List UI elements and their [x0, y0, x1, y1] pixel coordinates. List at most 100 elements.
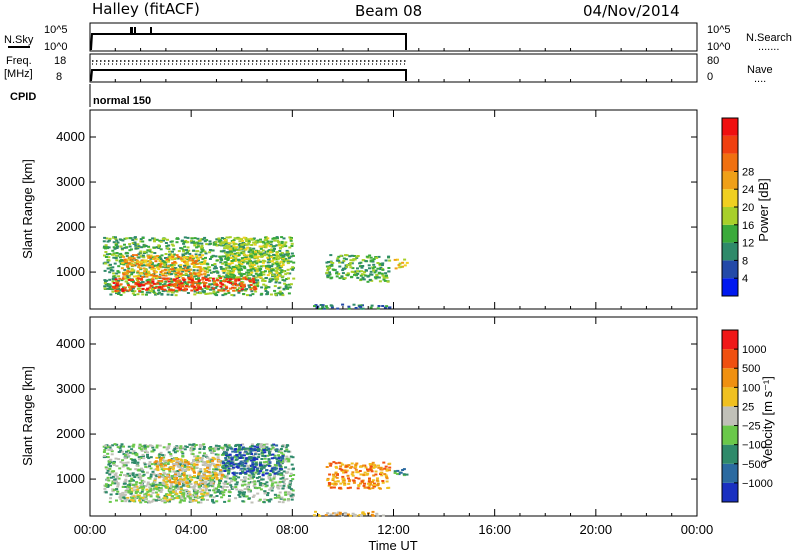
range-cell: [235, 276, 239, 279]
range-cell: [157, 280, 161, 282]
range-cell: [192, 285, 196, 288]
range-cell: [223, 489, 227, 492]
range-cell: [241, 470, 244, 473]
range-cell: [136, 247, 140, 250]
range-cell: [176, 470, 180, 472]
range-cell: [126, 252, 130, 255]
range-cell: [246, 467, 250, 470]
range-cell: [175, 450, 179, 453]
range-cell: [361, 511, 365, 514]
range-cell: [197, 472, 201, 475]
range-cell: [117, 287, 121, 290]
range-cell: [105, 468, 109, 470]
range-cell: [149, 254, 153, 257]
range-cell: [108, 467, 112, 470]
range-cell: [209, 494, 213, 497]
range-cell: [174, 275, 178, 278]
range-cell: [372, 263, 376, 266]
range-cell: [141, 276, 145, 278]
range-cell: [151, 266, 155, 269]
range-cell: [211, 452, 215, 455]
range-cell: [103, 279, 107, 282]
range-cell: [234, 278, 238, 281]
range-cell: [233, 254, 237, 257]
colorbar-tick-label: 1000: [742, 344, 766, 356]
range-cell: [111, 488, 115, 491]
range-cell: [184, 262, 188, 265]
range-cell: [247, 474, 251, 477]
range-cell: [254, 451, 258, 454]
range-cell: [266, 454, 270, 457]
range-cell: [192, 467, 196, 470]
range-cell: [119, 283, 123, 286]
range-cell: [237, 259, 241, 262]
range-cell: [273, 258, 277, 261]
range-cell: [248, 468, 252, 471]
range-cell: [225, 486, 229, 488]
range-cell: [172, 489, 176, 491]
range-cell: [201, 461, 205, 464]
range-cell: [253, 480, 257, 483]
range-cell: [203, 468, 207, 471]
colorbar-tick-label: 100: [742, 382, 760, 394]
range-cell: [186, 495, 190, 498]
cpid-value: normal 150: [93, 95, 151, 107]
range-cell: [325, 271, 329, 274]
velocity-ylabel: Slant Range [km]: [20, 366, 35, 466]
range-cell: [183, 477, 187, 480]
range-cell: [138, 267, 142, 270]
range-cell: [175, 269, 179, 272]
range-cell: [191, 277, 195, 280]
range-cell: [185, 256, 189, 259]
range-cell: [275, 236, 279, 239]
range-cell: [212, 280, 216, 283]
range-cell: [263, 280, 267, 282]
colorbar-tick-label: 25: [742, 401, 754, 413]
range-cell: [121, 462, 125, 465]
range-cell: [283, 282, 287, 285]
range-cell: [257, 250, 261, 253]
range-cell: [144, 492, 148, 495]
range-cell: [232, 486, 235, 489]
range-cell: [222, 244, 226, 247]
range-cell: [288, 283, 291, 286]
colorbar-segment: [722, 463, 738, 483]
range-cell: [159, 263, 163, 266]
range-cell: [201, 481, 204, 484]
range-cell: [158, 283, 162, 286]
range-cell: [260, 292, 264, 295]
range-cell: [337, 255, 341, 258]
range-cell: [118, 256, 122, 259]
range-cell: [239, 469, 243, 472]
range-cell: [177, 472, 181, 475]
range-cell: [135, 481, 139, 484]
range-cell: [278, 250, 282, 252]
range-cell: [338, 487, 341, 490]
range-cell: [154, 255, 158, 258]
range-cell: [181, 480, 185, 483]
range-cell: [219, 446, 223, 449]
range-cell: [159, 451, 163, 454]
range-cell: [205, 262, 209, 265]
range-cell: [191, 499, 194, 502]
range-cell: [202, 448, 206, 450]
range-cell: [246, 447, 250, 450]
range-cell: [230, 480, 234, 483]
x-tick-label: 00:00: [681, 522, 714, 537]
freq-tick-top: 18: [54, 55, 66, 67]
range-cell: [278, 463, 282, 466]
range-cell: [211, 477, 215, 479]
range-cell: [162, 479, 166, 482]
range-cell: [160, 288, 164, 291]
range-cell: [254, 254, 258, 257]
range-cell: [173, 258, 176, 260]
range-cell: [165, 496, 169, 499]
range-cell: [393, 470, 397, 473]
range-cell: [248, 259, 252, 262]
range-cell: [335, 271, 339, 274]
range-cell: [351, 474, 355, 477]
range-cell: [381, 481, 385, 484]
range-cell: [280, 445, 284, 448]
range-cell: [249, 449, 253, 452]
range-cell: [200, 497, 204, 499]
